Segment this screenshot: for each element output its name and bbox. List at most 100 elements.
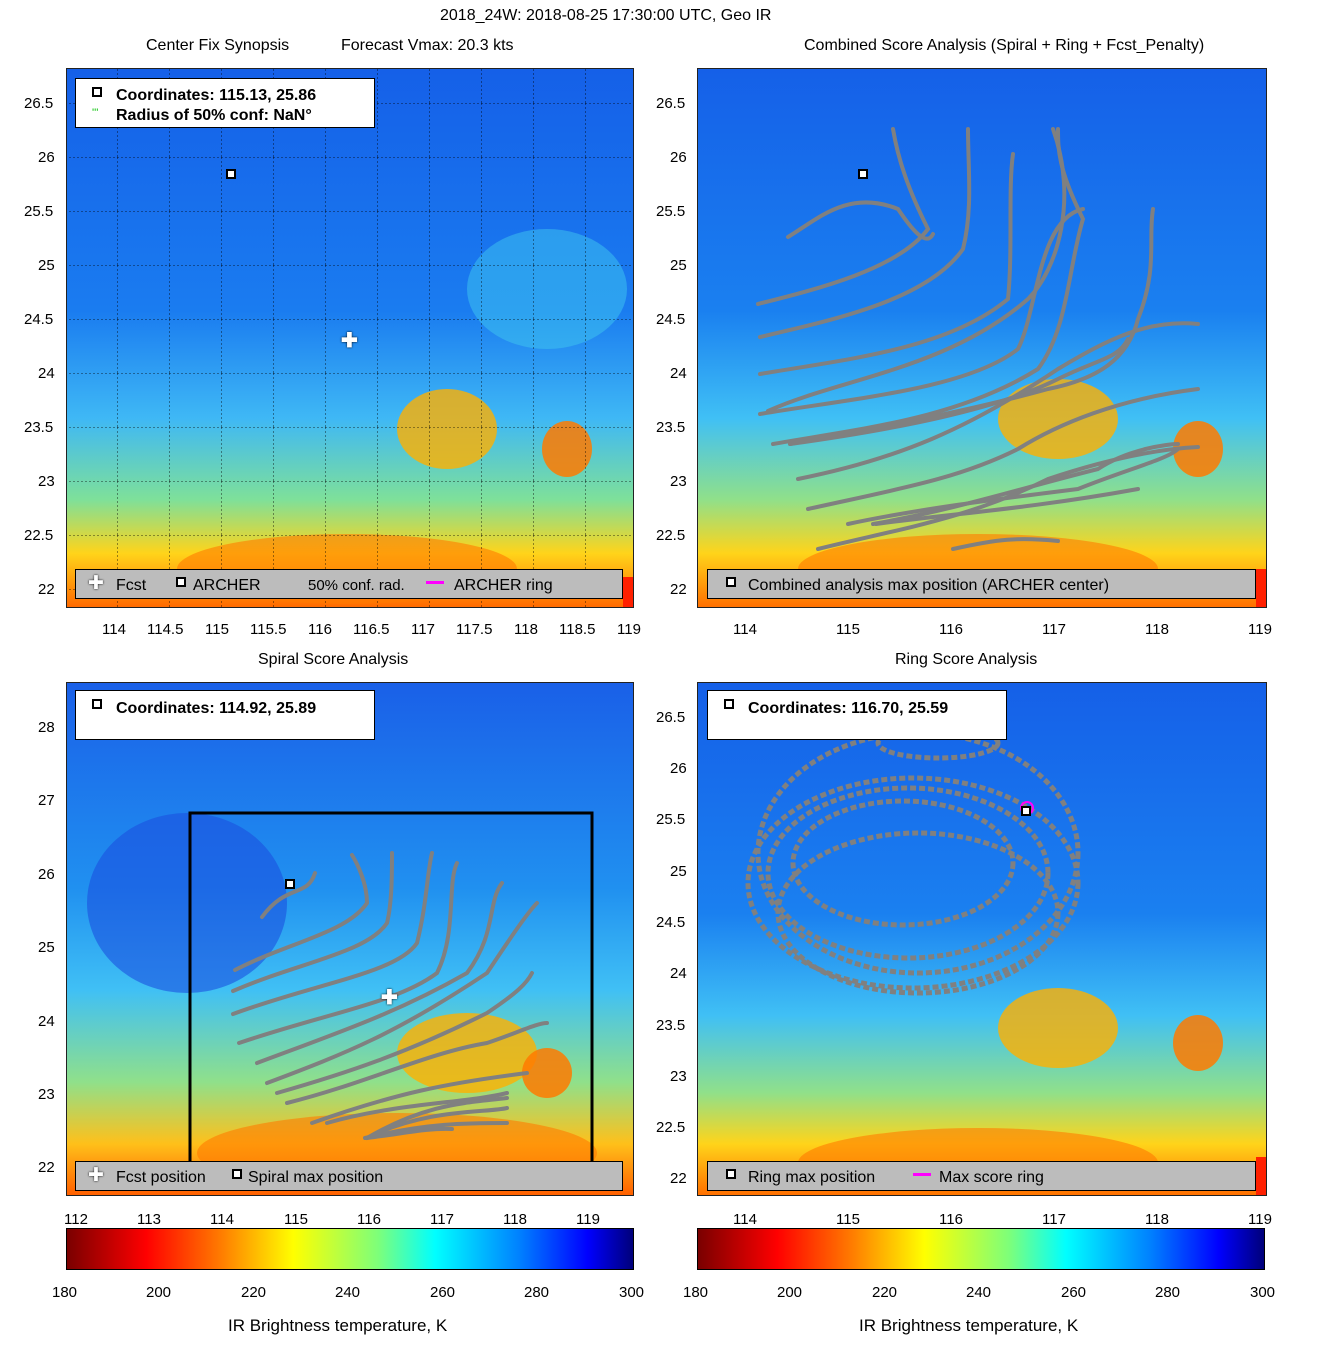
x-tick: 114.5 xyxy=(147,621,184,638)
synopsis-legend: ✚ Fcst ARCHER 50% conf. rad. ARCHER ring xyxy=(75,569,623,599)
corner-hot-pixel xyxy=(1256,569,1266,607)
combined-title: Combined Score Analysis (Spiral + Ring +… xyxy=(804,37,1205,54)
spiral-max-legend-label: Spiral max position xyxy=(248,1169,384,1186)
corner-hot-pixel xyxy=(1256,1157,1266,1195)
colorbar-tick: 220 xyxy=(241,1284,267,1301)
archer-legend-label: ARCHER xyxy=(193,577,261,594)
archer-ring-legend-icon xyxy=(426,581,444,584)
colorbar-tick: 200 xyxy=(777,1284,803,1301)
ring-coordinates: Coordinates: 116.70, 25.59 xyxy=(748,700,949,717)
y-tick: 22.5 xyxy=(656,1119,686,1136)
colorbar-tick: 300 xyxy=(619,1284,645,1301)
x-tick: 118.5 xyxy=(559,621,596,638)
y-tick: 26 xyxy=(670,760,687,777)
ir-image xyxy=(67,69,633,607)
x-tick: 118 xyxy=(1145,1211,1169,1228)
x-tick: 115 xyxy=(284,1211,308,1228)
x-tick: 114 xyxy=(210,1211,234,1228)
ring-title: Ring Score Analysis xyxy=(895,651,1038,668)
y-tick: 25.5 xyxy=(656,203,686,220)
conf-legend-label: 50% conf. rad. xyxy=(308,577,405,594)
colorbar-tick: 280 xyxy=(524,1284,550,1301)
x-tick: 115 xyxy=(836,1211,860,1228)
y-tick: 28 xyxy=(38,719,55,736)
max-score-ring-legend-icon xyxy=(913,1173,931,1176)
y-tick: 24 xyxy=(670,365,687,382)
ring-legend-label: ARCHER ring xyxy=(454,577,553,594)
y-tick: 22 xyxy=(670,581,687,598)
colorbar-tick: 240 xyxy=(335,1284,361,1301)
x-tick: 119 xyxy=(576,1211,600,1228)
spiral-legend: ✚ Fcst position Spiral max position xyxy=(75,1161,623,1191)
spiral-square-icon xyxy=(92,699,102,709)
colorbar-tick: 220 xyxy=(872,1284,898,1301)
x-tick: 116 xyxy=(939,1211,963,1228)
y-tick: 23 xyxy=(38,1086,55,1103)
colorbar-left-label: IR Brightness temperature, K xyxy=(228,1316,448,1335)
max-score-ring-legend-label: Max score ring xyxy=(939,1169,1044,1186)
ring-info-box: Coordinates: 116.70, 25.59 xyxy=(707,690,1007,740)
y-tick: 23 xyxy=(38,473,55,490)
y-tick: 22.5 xyxy=(656,527,686,544)
y-tick: 26 xyxy=(38,866,55,883)
forecast-position-icon: ✚ xyxy=(341,330,358,352)
y-tick: 24 xyxy=(38,1013,55,1030)
y-tick: 27 xyxy=(38,792,55,809)
y-tick: 22 xyxy=(38,1159,55,1176)
y-tick: 26 xyxy=(670,149,687,166)
fcst-position-legend-icon: ✚ xyxy=(88,1165,104,1186)
combined-max-marker xyxy=(858,165,868,183)
x-tick: 117 xyxy=(411,621,435,638)
x-tick: 115 xyxy=(205,621,229,638)
x-tick: 113 xyxy=(137,1211,161,1228)
y-tick: 25.5 xyxy=(24,203,54,220)
synopsis-title: Center Fix Synopsis xyxy=(146,37,290,54)
combined-plot: Combined analysis max position (ARCHER c… xyxy=(697,68,1267,608)
archer-legend-icon xyxy=(176,577,186,587)
y-tick: 23 xyxy=(670,1068,687,1085)
x-tick: 119 xyxy=(617,621,641,638)
x-tick: 118 xyxy=(1145,621,1169,638)
ring-square-icon xyxy=(724,699,734,709)
confidence-line-icon: ''' xyxy=(92,107,99,119)
x-tick: 114 xyxy=(733,1211,757,1228)
ring-plot: Coordinates: 116.70, 25.59 Ring max posi… xyxy=(697,682,1267,1196)
vmax-title: Forecast Vmax: 20.3 kts xyxy=(341,37,514,54)
synopsis-plot: ✚ Coordinates: 115.13, 25.86 ''' Radius … xyxy=(66,68,634,608)
ring-max-legend-label: Ring max position xyxy=(748,1169,876,1186)
figure-title: 2018_24W: 2018-08-25 17:30:00 UTC, Geo I… xyxy=(440,7,772,24)
colorbar-right xyxy=(697,1228,1265,1270)
x-tick: 117 xyxy=(1042,1211,1066,1228)
spiral-max-marker xyxy=(285,875,295,893)
y-tick: 23.5 xyxy=(24,419,54,436)
y-tick: 23.5 xyxy=(656,1017,686,1034)
x-tick: 114 xyxy=(733,621,757,638)
y-tick: 25 xyxy=(670,257,687,274)
colorbar-tick: 240 xyxy=(966,1284,992,1301)
spiral-ir-image xyxy=(67,683,633,1195)
x-tick: 117.5 xyxy=(456,621,493,638)
colorbar-tick: 200 xyxy=(146,1284,172,1301)
ring-max-legend-icon xyxy=(726,1169,736,1179)
spiral-info-box: Coordinates: 114.92, 25.89 xyxy=(75,690,375,740)
ring-ir-image xyxy=(698,683,1266,1195)
combined-legend: Combined analysis max position (ARCHER c… xyxy=(707,569,1256,599)
y-tick: 25.5 xyxy=(656,811,686,828)
colorbar-tick: 280 xyxy=(1155,1284,1181,1301)
ring-max-marker xyxy=(1021,802,1031,820)
x-tick: 115.5 xyxy=(250,621,287,638)
y-tick: 24.5 xyxy=(656,311,686,328)
x-tick: 116.5 xyxy=(353,621,390,638)
x-tick: 118 xyxy=(503,1211,527,1228)
x-tick: 119 xyxy=(1248,621,1272,638)
x-tick: 115 xyxy=(836,621,860,638)
y-tick: 23.5 xyxy=(656,419,686,436)
y-tick: 24 xyxy=(670,965,687,982)
corner-hot-pixel xyxy=(623,577,633,607)
x-tick: 114 xyxy=(102,621,126,638)
archer-square-icon xyxy=(92,87,102,97)
y-tick: 26 xyxy=(38,149,55,166)
colorbar-left xyxy=(66,1228,634,1270)
spiral-contours xyxy=(756,127,1200,551)
x-tick: 116 xyxy=(308,621,332,638)
